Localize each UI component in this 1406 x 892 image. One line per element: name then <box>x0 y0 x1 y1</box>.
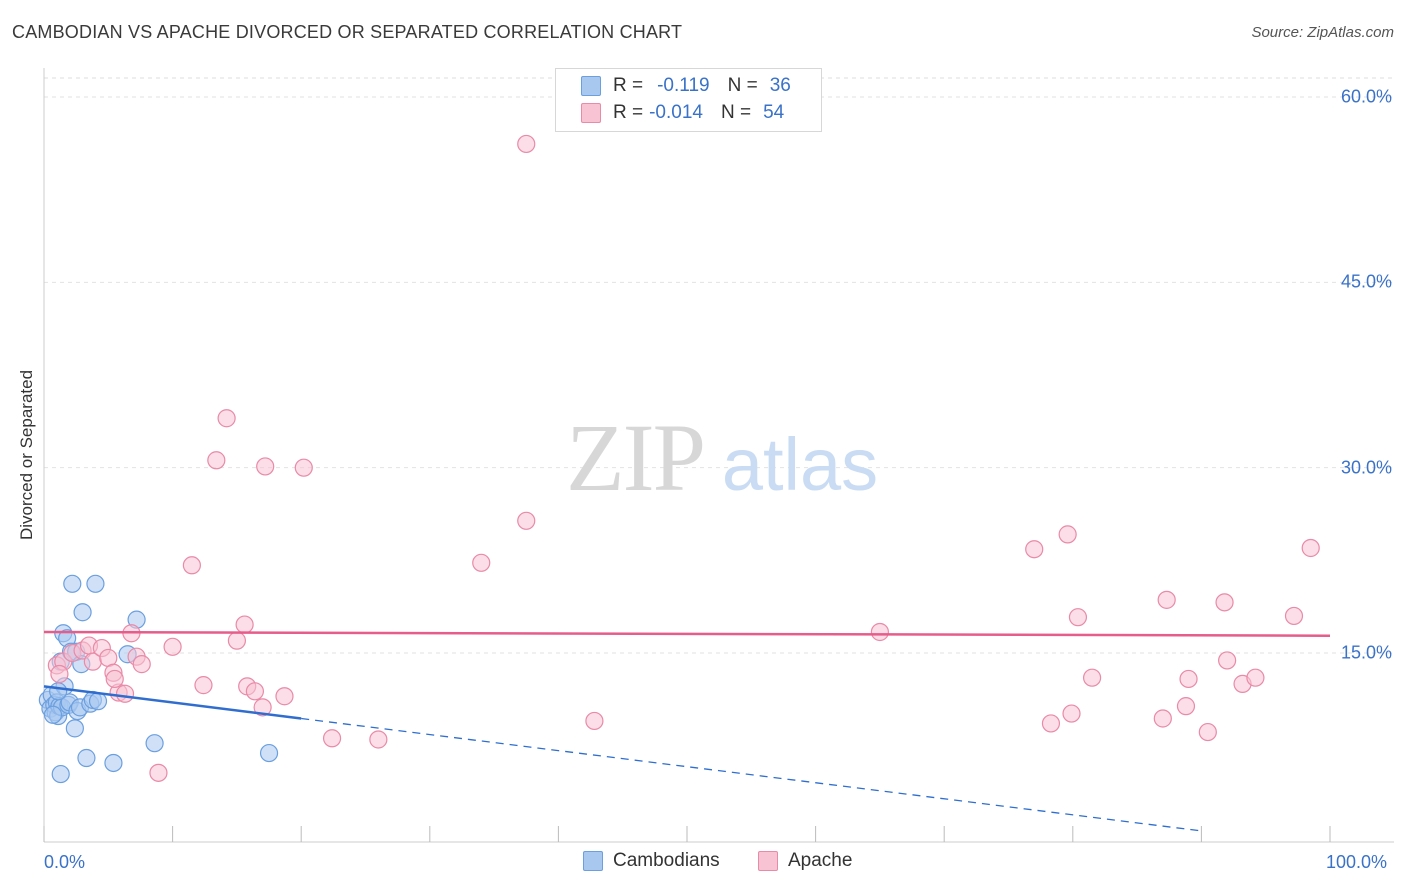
cambodian-point <box>65 719 84 738</box>
cambodian-trend-extension <box>301 717 1202 832</box>
apache-trend-line <box>43 630 1331 637</box>
apache-point <box>1025 540 1044 559</box>
apache-point <box>1215 593 1234 612</box>
bottom-legend-label-apache: Apache <box>788 850 853 871</box>
cambodian-point <box>43 705 63 724</box>
cambodian-point <box>51 764 70 784</box>
y-tick-label: 30.0% <box>1340 457 1392 478</box>
apache-point <box>256 457 275 476</box>
apache-point <box>1062 704 1081 723</box>
source-label: Source: ZipAtlas.com <box>1251 24 1394 41</box>
apache-point <box>132 655 151 674</box>
apache-point <box>1041 714 1061 733</box>
cambodian-point <box>88 692 108 711</box>
apache-point <box>369 730 388 749</box>
watermark-atlas: atlas <box>722 423 878 506</box>
apache-point <box>585 711 604 731</box>
apache-point <box>115 684 135 703</box>
apache-point <box>294 458 313 477</box>
apache-point <box>227 631 246 650</box>
watermark-zip: ZIP <box>566 404 704 511</box>
x-tick-min: 0.0% <box>44 852 86 872</box>
apache-point <box>1179 669 1198 689</box>
y-tick-label: 45.0% <box>1340 271 1392 292</box>
x-tick-max: 100.0% <box>1326 852 1388 872</box>
cambodian-point <box>73 603 92 622</box>
cambodian-point <box>49 682 68 701</box>
legend-n-label: N = <box>720 102 752 123</box>
legend-n-value: 36 <box>769 75 791 96</box>
apache-point <box>1301 538 1320 558</box>
y-tick-label: 60.0% <box>1340 86 1392 107</box>
apache-point <box>217 409 236 428</box>
apache-point <box>1176 697 1196 716</box>
legend-row-apache: R = -0.014 N = 54 <box>581 100 802 126</box>
apache-point <box>207 451 226 470</box>
legend-swatch-apache <box>581 103 601 123</box>
apache-point <box>105 669 124 689</box>
y-axis-label: Divorced or Separated <box>17 369 36 541</box>
legend-n-label: N = <box>727 75 758 96</box>
apache-point <box>275 687 294 706</box>
legend-r-value: -0.119 <box>657 75 710 96</box>
legend-box: R = -0.119 N = 36 R = -0.014 N = 54 <box>555 68 822 132</box>
apache-point <box>1246 668 1265 687</box>
cambodian-point <box>259 743 279 763</box>
apache-point <box>253 698 272 717</box>
apache-point <box>182 556 201 575</box>
apache-point <box>163 637 182 656</box>
cambodian-point <box>77 748 96 768</box>
apache-point <box>194 676 213 695</box>
apache-point <box>322 729 342 748</box>
legend-r-label: R = <box>613 102 644 123</box>
apache-point <box>235 615 254 634</box>
apache-point <box>1153 709 1172 728</box>
bottom-legend-label-cambodians: Cambodians <box>613 850 720 871</box>
bottom-legend-cambodians: Cambodians <box>583 850 720 872</box>
legend-n-value: 54 <box>763 102 785 123</box>
apache-point <box>1218 651 1237 670</box>
axes <box>43 68 1394 843</box>
legend-row-cambodians: R = -0.119 N = 36 <box>581 73 809 99</box>
apache-point <box>1157 590 1176 609</box>
apache-point <box>472 553 491 572</box>
bottom-legend-swatch-cambodians <box>583 851 603 871</box>
trend-lines <box>43 630 1331 832</box>
bottom-legend-apache: Apache <box>758 850 852 872</box>
apache-point <box>1068 608 1088 627</box>
apache-point <box>50 664 69 684</box>
apache-point <box>870 622 890 642</box>
apache-point <box>1058 525 1077 544</box>
apache-point <box>149 763 168 782</box>
apache-point <box>245 682 265 701</box>
chart-title: CAMBODIAN VS APACHE DIVORCED OR SEPARATE… <box>12 22 683 42</box>
cambodian-point <box>63 574 82 593</box>
cambodian-point <box>104 753 123 773</box>
y-tick-label: 15.0% <box>1340 642 1392 663</box>
apache-point <box>517 134 536 154</box>
bottom-legend-swatch-apache <box>758 851 778 871</box>
grid-lines <box>44 77 1394 654</box>
apache-point <box>1082 668 1102 687</box>
legend-swatch-cambodians <box>581 76 601 96</box>
legend-r-value: -0.014 <box>649 102 703 123</box>
apache-point <box>517 511 536 530</box>
legend-r-label: R = <box>613 75 644 96</box>
watermark: ZIP atlas <box>566 404 878 511</box>
apache-point <box>1198 722 1217 742</box>
cambodian-point <box>86 574 105 593</box>
cambodian-point <box>145 734 164 753</box>
data-points <box>38 134 1320 784</box>
cambodian-trend-line <box>43 685 302 720</box>
apache-point <box>1284 606 1304 626</box>
